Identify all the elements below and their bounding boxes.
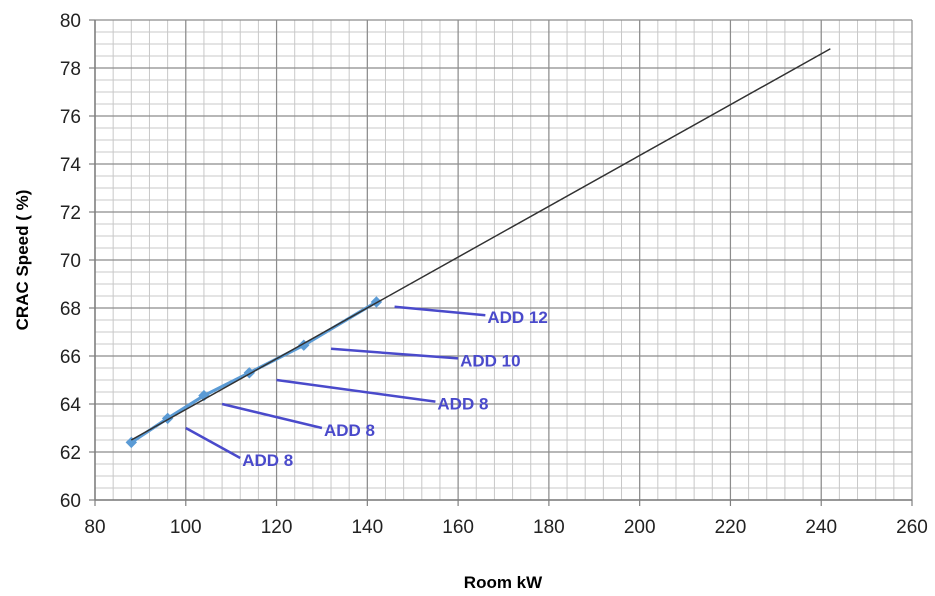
x-tick-label: 180 xyxy=(533,517,565,538)
trendline-overlay xyxy=(131,48,831,441)
annotation-label: ADD 12 xyxy=(487,308,547,327)
annotation-leader-line xyxy=(394,305,486,317)
annotation-label: ADD 8 xyxy=(437,395,488,414)
x-tick-label: 160 xyxy=(442,517,474,538)
y-tick-label: 72 xyxy=(60,203,81,224)
y-tick-label: 70 xyxy=(60,251,81,272)
y-tick-label: 68 xyxy=(60,299,81,320)
annotation-leader-line xyxy=(185,426,241,460)
y-tick-label: 60 xyxy=(60,491,81,512)
y-tick-label: 74 xyxy=(60,155,82,176)
annotation-leader-line xyxy=(221,402,323,430)
x-tick-label: 200 xyxy=(624,517,656,538)
x-tick-label: 140 xyxy=(351,517,383,538)
y-tick-labels: 60 62 64 66 68 70 72 74 76 78 80 xyxy=(60,11,82,512)
annotations-layer: ADD 8 ADD 8 ADD 8 ADD 10 ADD 12 xyxy=(185,305,548,470)
x-tick-label: 220 xyxy=(715,517,747,538)
x-tick-label: 240 xyxy=(805,517,837,538)
y-tick-label: 66 xyxy=(60,347,81,368)
x-tick-label: 260 xyxy=(896,517,928,538)
y-tick-label: 80 xyxy=(60,11,81,32)
annotation-label: ADD 10 xyxy=(460,351,520,370)
x-tick-label: 100 xyxy=(170,517,202,538)
y-axis-title: CRAC Speed ( %) xyxy=(13,190,32,331)
x-tick-label: 120 xyxy=(261,517,293,538)
data-point-marker xyxy=(125,436,138,449)
annotation-label: ADD 8 xyxy=(324,421,375,440)
axes xyxy=(89,19,913,506)
series-layer xyxy=(125,48,831,449)
x-tick-label: 80 xyxy=(84,517,105,538)
y-tick-label: 62 xyxy=(60,443,81,464)
x-tick-labels: 80 100 120 140 160 180 200 220 240 260 xyxy=(84,517,927,538)
y-tick-label: 78 xyxy=(60,59,81,80)
annotation-label: ADD 8 xyxy=(242,451,293,470)
annotation-leader-line xyxy=(276,378,436,403)
x-axis-title: Room kW xyxy=(464,573,543,592)
y-tick-label: 64 xyxy=(60,395,82,416)
annotation-leader-line xyxy=(330,347,459,360)
y-tick-label: 76 xyxy=(60,107,81,128)
